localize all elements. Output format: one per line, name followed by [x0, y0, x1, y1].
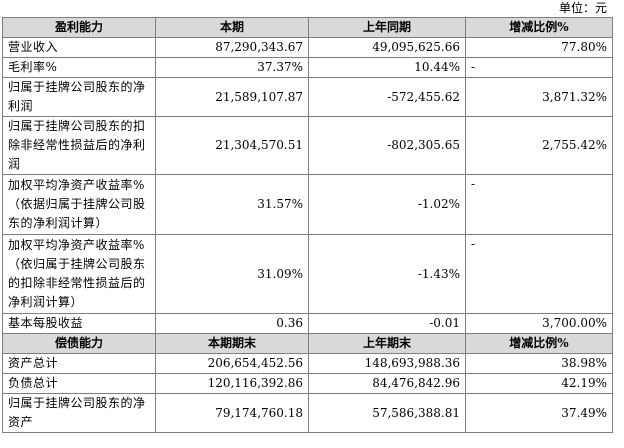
row-label: 归属于挂牌公司股东的净资产 [2, 393, 156, 433]
row-previous: -802,305.65 [308, 116, 466, 175]
financial-indicators-table: 盈利能力 本期 上年同期 增减比例% 营业收入 87,290,343.67 49… [2, 17, 613, 433]
row-change: 3,700.00% [465, 313, 613, 334]
row-previous: 49,095,625.66 [308, 37, 466, 58]
table-row: 营业收入 87,290,343.67 49,095,625.66 77.80% [2, 37, 613, 58]
row-previous: -1.43% [308, 234, 466, 314]
row-label: 加权平均净资产收益率%（依归属于挂牌公司股东的扣除非经常性损益后的净利润计算） [2, 234, 156, 314]
row-change: - [465, 234, 613, 314]
row-change: 77.80% [465, 37, 613, 58]
row-label: 基本每股收益 [2, 313, 156, 334]
solvency-header-change: 增减比例% [465, 333, 613, 354]
solvency-header-row: 偿债能力 本期期末 上年期末 增减比例% [2, 333, 613, 354]
row-change: 3,871.32% [465, 77, 613, 117]
row-current: 206,654,452.56 [155, 353, 309, 374]
row-change: 38.98% [465, 353, 613, 374]
row-label: 负债总计 [2, 373, 156, 394]
row-previous: 148,693,988.36 [308, 353, 466, 374]
row-change: - [465, 57, 613, 78]
row-previous: -572,455.62 [308, 77, 466, 117]
row-current: 0.36 [155, 313, 309, 334]
row-previous: -1.02% [308, 174, 466, 235]
table-row: 基本每股收益 0.36 -0.01 3,700.00% [2, 313, 613, 334]
row-current: 31.09% [155, 234, 309, 314]
unit-label: 单位：元 [558, 1, 607, 15]
row-change: - [465, 174, 613, 235]
row-current: 21,304,570.51 [155, 116, 309, 175]
row-label: 毛利率% [2, 57, 156, 78]
table-row: 毛利率% 37.37% 10.44% - [2, 57, 613, 78]
table-row: 资产总计 206,654,452.56 148,693,988.36 38.98… [2, 353, 613, 374]
solvency-header-label: 偿债能力 [2, 333, 156, 354]
profit-header-current: 本期 [155, 17, 309, 38]
row-current: 79,174,760.18 [155, 393, 309, 433]
table-row: 归属于挂牌公司股东的净利润 21,589,107.87 -572,455.62 … [2, 77, 613, 117]
row-change: 42.19% [465, 373, 613, 394]
row-label: 营业收入 [2, 37, 156, 58]
table-row: 归属于挂牌公司股东的扣除非经常性损益后的净利润 21,304,570.51 -8… [2, 116, 613, 175]
profit-header-row: 盈利能力 本期 上年同期 增减比例% [2, 17, 613, 38]
row-current: 21,589,107.87 [155, 77, 309, 117]
solvency-header-current: 本期期末 [155, 333, 309, 354]
row-previous: 10.44% [308, 57, 466, 78]
table-row: 负债总计 120,116,392.86 84,476,842.96 42.19% [2, 373, 613, 394]
row-change: 37.49% [465, 393, 613, 433]
row-current: 37.37% [155, 57, 309, 78]
row-label: 归属于挂牌公司股东的扣除非经常性损益后的净利润 [2, 116, 156, 175]
table-row: 加权平均净资产收益率%（依据归属于挂牌公司股东的净利润计算） 31.57% -1… [2, 174, 613, 235]
row-current: 87,290,343.67 [155, 37, 309, 58]
profit-header-previous: 上年同期 [308, 17, 466, 38]
row-label: 归属于挂牌公司股东的净利润 [2, 77, 156, 117]
row-label: 加权平均净资产收益率%（依据归属于挂牌公司股东的净利润计算） [2, 174, 156, 235]
row-previous: 57,586,388.81 [308, 393, 466, 433]
profit-header-change: 增减比例% [465, 17, 613, 38]
profit-header-label: 盈利能力 [2, 17, 156, 38]
row-previous: -0.01 [308, 313, 466, 334]
table-row: 加权平均净资产收益率%（依归属于挂牌公司股东的扣除非经常性损益后的净利润计算） … [2, 234, 613, 314]
row-current: 120,116,392.86 [155, 373, 309, 394]
row-previous: 84,476,842.96 [308, 373, 466, 394]
row-current: 31.57% [155, 174, 309, 235]
row-label: 资产总计 [2, 353, 156, 374]
solvency-header-previous: 上年期末 [308, 333, 466, 354]
row-change: 2,755.42% [465, 116, 613, 175]
table-row: 归属于挂牌公司股东的净资产 79,174,760.18 57,586,388.8… [2, 393, 613, 433]
